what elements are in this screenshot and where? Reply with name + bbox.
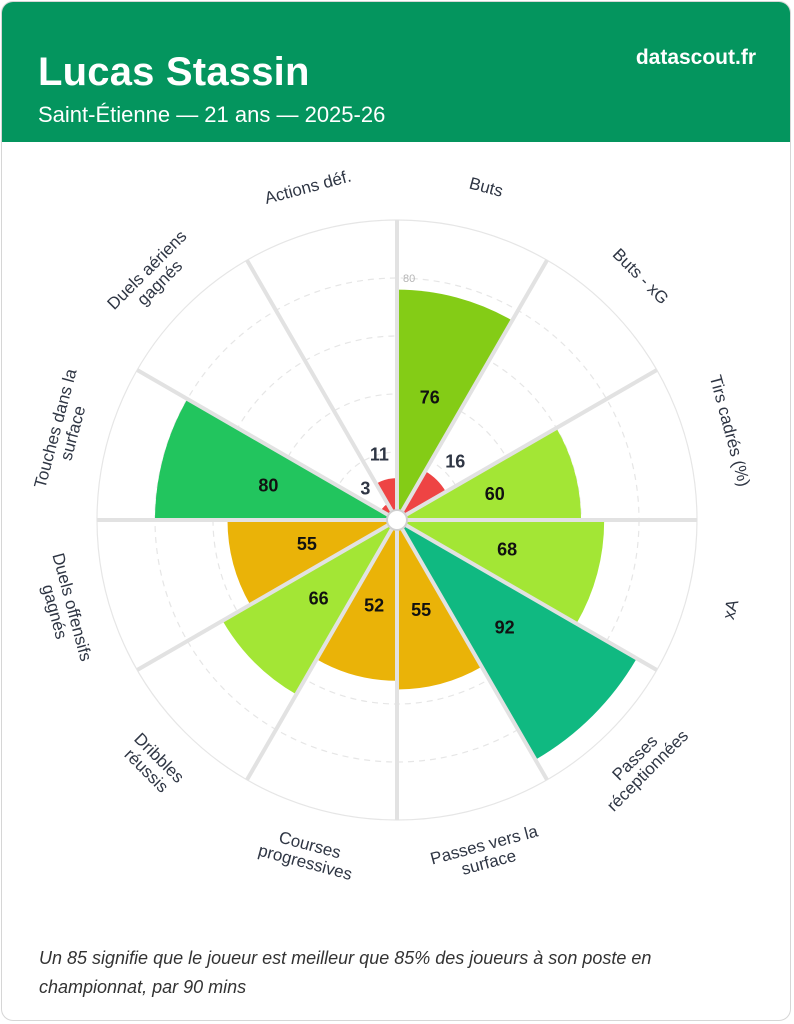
wedge-2 [397,428,581,520]
center-hub [386,509,408,531]
value-label-10: 3 [360,478,370,498]
category-label-3: xA [719,597,743,622]
category-label-9: Touches dans lasurface [30,366,98,495]
value-label-2: 60 [485,484,505,504]
value-label-11: 11 [370,444,389,464]
category-label-6: Coursesprogressives [256,823,359,884]
wedge-9 [155,399,397,520]
ring-value-label: 80 [403,273,415,285]
value-label-3: 68 [497,540,517,560]
pizza-radar-chart: 80 76 16 60 68 92 55 52 66 55 80 311 Buts Buts - xG Ti… [30,167,754,885]
category-label-8: Duels offensifsgagnés [31,551,96,668]
spoke-line [136,518,398,672]
spoke-line [136,368,398,522]
value-label-8: 55 [297,534,317,554]
player-subtitle: Saint-Étienne — 21 ans — 2025-26 [38,102,386,127]
category-label-line: Buts - xG [609,245,673,309]
wedge-1 [397,471,446,520]
brand-label: datascout.fr [635,46,756,69]
value-label-4: 92 [495,618,515,638]
category-label-11: Actions déf. [262,167,353,208]
footnote: Un 85 signifie que le joueur est meilleu… [39,948,652,997]
category-label-line: xA [719,597,743,622]
category-label-7: Dribblesréussis [118,729,188,799]
spoke-line [395,519,549,781]
value-label-9: 80 [258,476,278,496]
category-label-2: Tirs cadrés (%) [706,373,754,489]
wedge-6 [316,520,397,681]
spoke-line [245,259,399,521]
category-label-5: Passes vers lasurface [428,821,545,885]
spoke-line [395,259,549,521]
wedge-4 [397,520,637,760]
category-label-10: Duels aériensgagnés [104,227,204,327]
spoke-line [396,368,658,522]
spoke-line [396,518,658,672]
category-label-line: Tirs cadrés (%) [706,373,754,489]
player-name: Lucas Stassin [38,50,310,94]
wedge-7 [222,520,397,695]
wedge-8 [227,520,397,605]
value-label-1: 16 [445,452,465,472]
value-label-5: 55 [411,600,431,620]
category-label-4: Passesréceptionnées [590,713,692,815]
category-label-0: Buts [467,174,505,201]
header-banner: Lucas Stassin Saint-Étienne — 21 ans — 2… [2,2,790,142]
value-label-7: 66 [309,588,329,608]
category-label-line: Buts [467,174,505,201]
value-label-6: 52 [364,595,384,615]
spoke-line [245,519,399,781]
category-label-1: Buts - xG [609,245,673,309]
wedge-0 [397,289,513,520]
wedge-3 [397,520,605,624]
value-label-0: 76 [420,388,440,408]
wedge-5 [397,520,482,690]
category-label-line: Actions déf. [262,167,353,208]
